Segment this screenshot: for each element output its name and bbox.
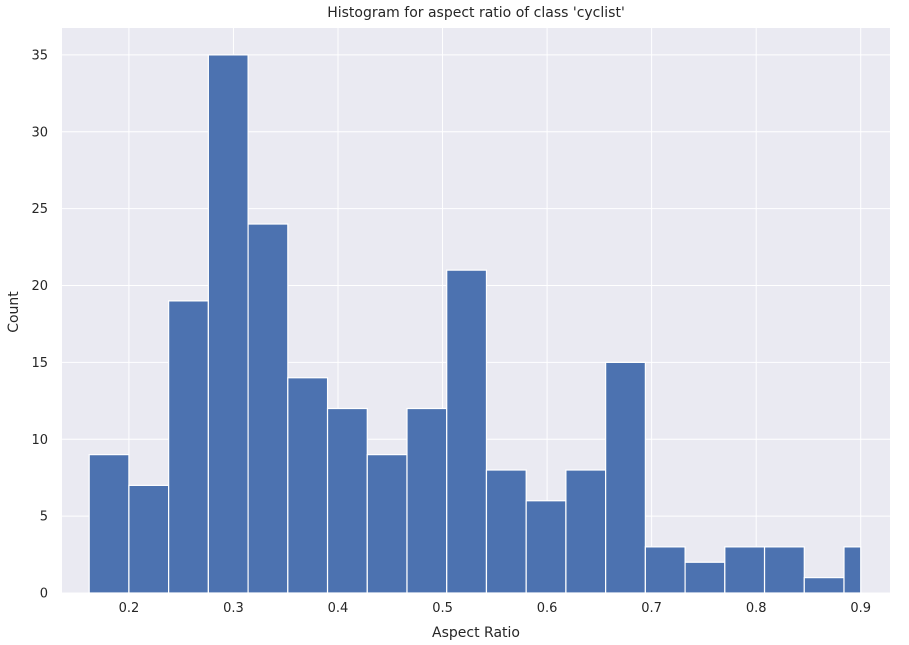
x-tick-label: 0.4 <box>328 601 349 616</box>
x-tick-label: 0.6 <box>537 601 558 616</box>
x-tick-label: 0.3 <box>223 601 244 616</box>
bars <box>88 54 862 594</box>
histogram-bar <box>724 546 766 594</box>
histogram-bar <box>763 546 805 594</box>
histogram-bar <box>485 469 527 594</box>
y-tick-label: 35 <box>31 48 48 63</box>
histogram-bar <box>684 561 726 594</box>
histogram-bar <box>207 54 249 594</box>
histogram-bar <box>446 269 488 594</box>
histogram-bar <box>843 546 862 594</box>
histogram-bar <box>326 407 368 594</box>
y-tick-label: 30 <box>31 125 48 140</box>
y-tick-label: 20 <box>31 279 48 294</box>
histogram-bar <box>168 300 209 594</box>
x-tick-label: 0.7 <box>641 601 662 616</box>
x-tick-label: 0.8 <box>746 601 767 616</box>
histogram-bar <box>565 469 607 594</box>
x-tick-label: 0.2 <box>119 601 140 616</box>
histogram-bar <box>128 484 170 594</box>
x-axis-label: Aspect Ratio <box>432 625 520 641</box>
histogram-bar <box>287 377 329 594</box>
x-tick-label: 0.5 <box>432 601 453 616</box>
y-tick-label: 15 <box>31 356 48 371</box>
histogram-bar <box>247 223 289 594</box>
x-tick-label: 0.9 <box>850 601 871 616</box>
y-tick-labels: 0 5 10 15 20 25 30 35 <box>31 48 48 601</box>
histogram-bar <box>605 361 646 594</box>
histogram-bar <box>525 500 567 594</box>
x-tick-labels: 0.2 0.3 0.4 0.5 0.6 0.7 0.8 0.9 <box>119 601 872 616</box>
histogram-bar <box>406 407 448 594</box>
y-axis-label: Count <box>6 291 22 333</box>
y-tick-label: 0 <box>40 587 48 602</box>
histogram-bar <box>366 454 408 594</box>
histogram-bar <box>803 577 845 594</box>
chart-title: Histogram for aspect ratio of class 'cyc… <box>327 5 625 21</box>
y-tick-label: 25 <box>31 202 48 217</box>
histogram-bar <box>644 546 686 594</box>
y-tick-label: 10 <box>31 433 48 448</box>
histogram-bar <box>88 454 130 594</box>
y-tick-label: 5 <box>40 510 48 525</box>
